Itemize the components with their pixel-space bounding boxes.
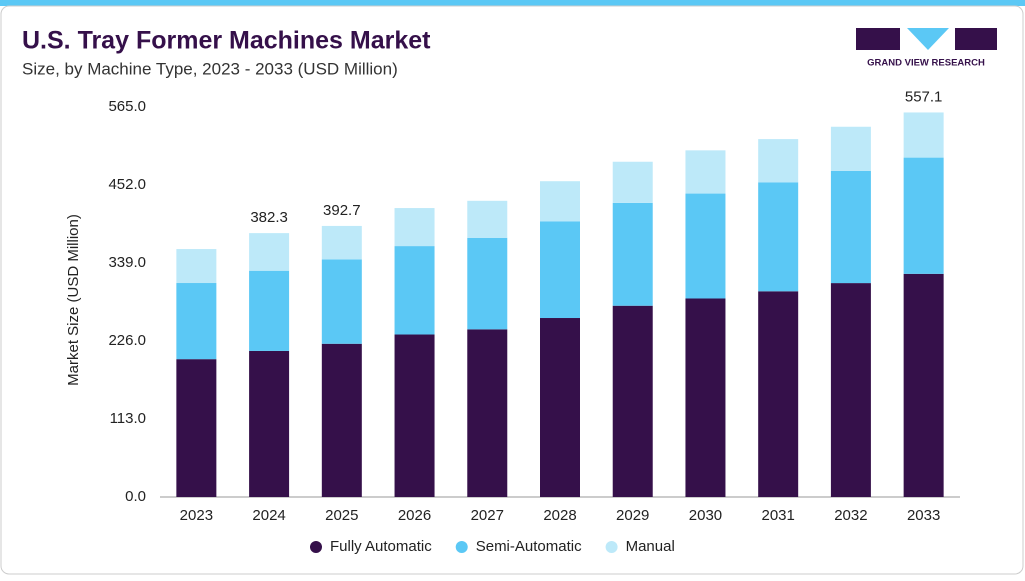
y-tick-label: 226.0 — [108, 332, 146, 349]
x-tick-label: 2026 — [398, 507, 431, 524]
bar-segment — [830, 283, 871, 497]
x-tick-label: 2023 — [180, 507, 213, 524]
bar-segment — [612, 202, 653, 306]
bar-segment — [467, 329, 508, 497]
bar-segment — [394, 246, 435, 335]
y-tick-label: 565.0 — [108, 98, 146, 115]
bar-segment — [467, 237, 508, 330]
y-tick-label: 113.0 — [110, 410, 146, 427]
legend-label: Manual — [626, 538, 675, 555]
bar-segment — [758, 139, 799, 183]
bar-segment — [540, 181, 580, 222]
bar-segment — [249, 270, 290, 351]
x-tick-label: 2024 — [252, 507, 285, 524]
x-tick-label: 2033 — [907, 507, 940, 524]
legend-label: Semi-Automatic — [476, 538, 582, 555]
bar-segment — [249, 233, 290, 271]
x-tick-label: 2028 — [543, 507, 576, 524]
x-tick-label: 2030 — [689, 507, 722, 524]
bar-segment — [685, 298, 726, 497]
y-tick-label: 0.0 — [125, 488, 146, 505]
bar-segment — [758, 182, 799, 292]
total-label: 392.7 — [323, 202, 361, 219]
bar-segment — [540, 221, 580, 319]
y-axis-label: Market Size (USD Million) — [65, 214, 82, 386]
total-label: 382.3 — [250, 209, 288, 226]
x-tick-label: 2032 — [834, 507, 867, 524]
bar-segment — [321, 259, 362, 344]
bar-segment — [540, 318, 580, 497]
card — [0, 5, 1024, 575]
total-label: 557.1 — [905, 88, 943, 105]
bar-segment — [176, 283, 217, 360]
bar-segment — [394, 208, 435, 247]
bar-segment — [612, 161, 653, 203]
bar-segment — [176, 359, 217, 497]
bar-segment — [394, 334, 435, 497]
logo-block — [856, 28, 900, 50]
bar-segment — [903, 157, 944, 274]
legend-marker — [605, 541, 618, 553]
bar-segment — [903, 112, 944, 158]
bar-segment — [612, 305, 653, 497]
bar-segment — [830, 170, 871, 284]
bar-segment — [467, 200, 508, 238]
logo-block — [955, 28, 997, 50]
chart-title: U.S. Tray Former Machines Market — [22, 27, 431, 55]
legend-label: Fully Automatic — [330, 538, 432, 555]
x-tick-label: 2025 — [325, 507, 358, 524]
legend-marker — [455, 541, 468, 553]
bar-segment — [758, 291, 799, 497]
bar-segment — [249, 350, 290, 497]
bar-segment — [830, 126, 871, 171]
bar-segment — [321, 343, 362, 497]
bar-segment — [321, 225, 362, 260]
bar-segment — [685, 150, 726, 194]
logo: GRAND VIEW RESEARCH — [856, 28, 997, 69]
legend-marker — [310, 541, 322, 553]
top-bar — [0, 0, 1025, 6]
logo-text: GRAND VIEW RESEARCH — [867, 58, 985, 69]
logo-triangle — [907, 28, 949, 50]
x-tick-label: 2031 — [761, 507, 794, 524]
bar-segment — [685, 193, 726, 299]
y-tick-label: 452.0 — [108, 176, 146, 193]
x-tick-label: 2027 — [471, 507, 504, 524]
y-tick-label: 339.0 — [108, 254, 146, 271]
chart-subtitle: Size, by Machine Type, 2023 - 2033 (USD … — [22, 59, 398, 78]
x-tick-label: 2029 — [616, 507, 649, 524]
bar-segment — [903, 273, 944, 497]
bar-segment — [176, 249, 217, 284]
